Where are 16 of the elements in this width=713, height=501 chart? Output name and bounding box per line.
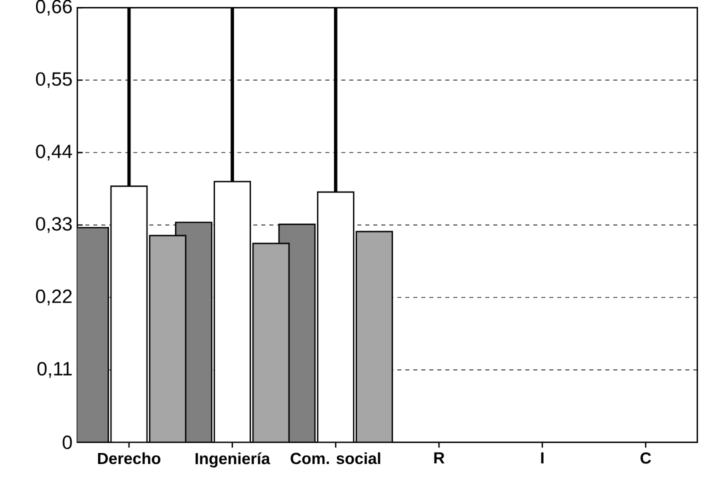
- y-tick-label: 0,44: [36, 144, 72, 160]
- y-tick-label: 0,66: [36, 0, 72, 16]
- bar: [356, 230, 394, 442]
- x-tick-label: Ingeniería: [196, 452, 270, 468]
- x-tick-label: C: [640, 452, 652, 464]
- y-tick-label: 0,22: [36, 290, 72, 306]
- y-tick-label: 0: [62, 436, 72, 450]
- y-tick-label: 0,11: [37, 362, 72, 378]
- bar: [148, 234, 186, 442]
- x-tick-label: Com. social: [290, 452, 380, 464]
- y-tick-label: 0,33: [36, 217, 72, 233]
- x-tick-label: I: [541, 452, 544, 464]
- x-tick-label: Derecho: [98, 452, 160, 464]
- x-tick-label: R: [434, 452, 444, 464]
- y-tick-label: 0,55: [36, 72, 72, 88]
- bar: [252, 242, 290, 442]
